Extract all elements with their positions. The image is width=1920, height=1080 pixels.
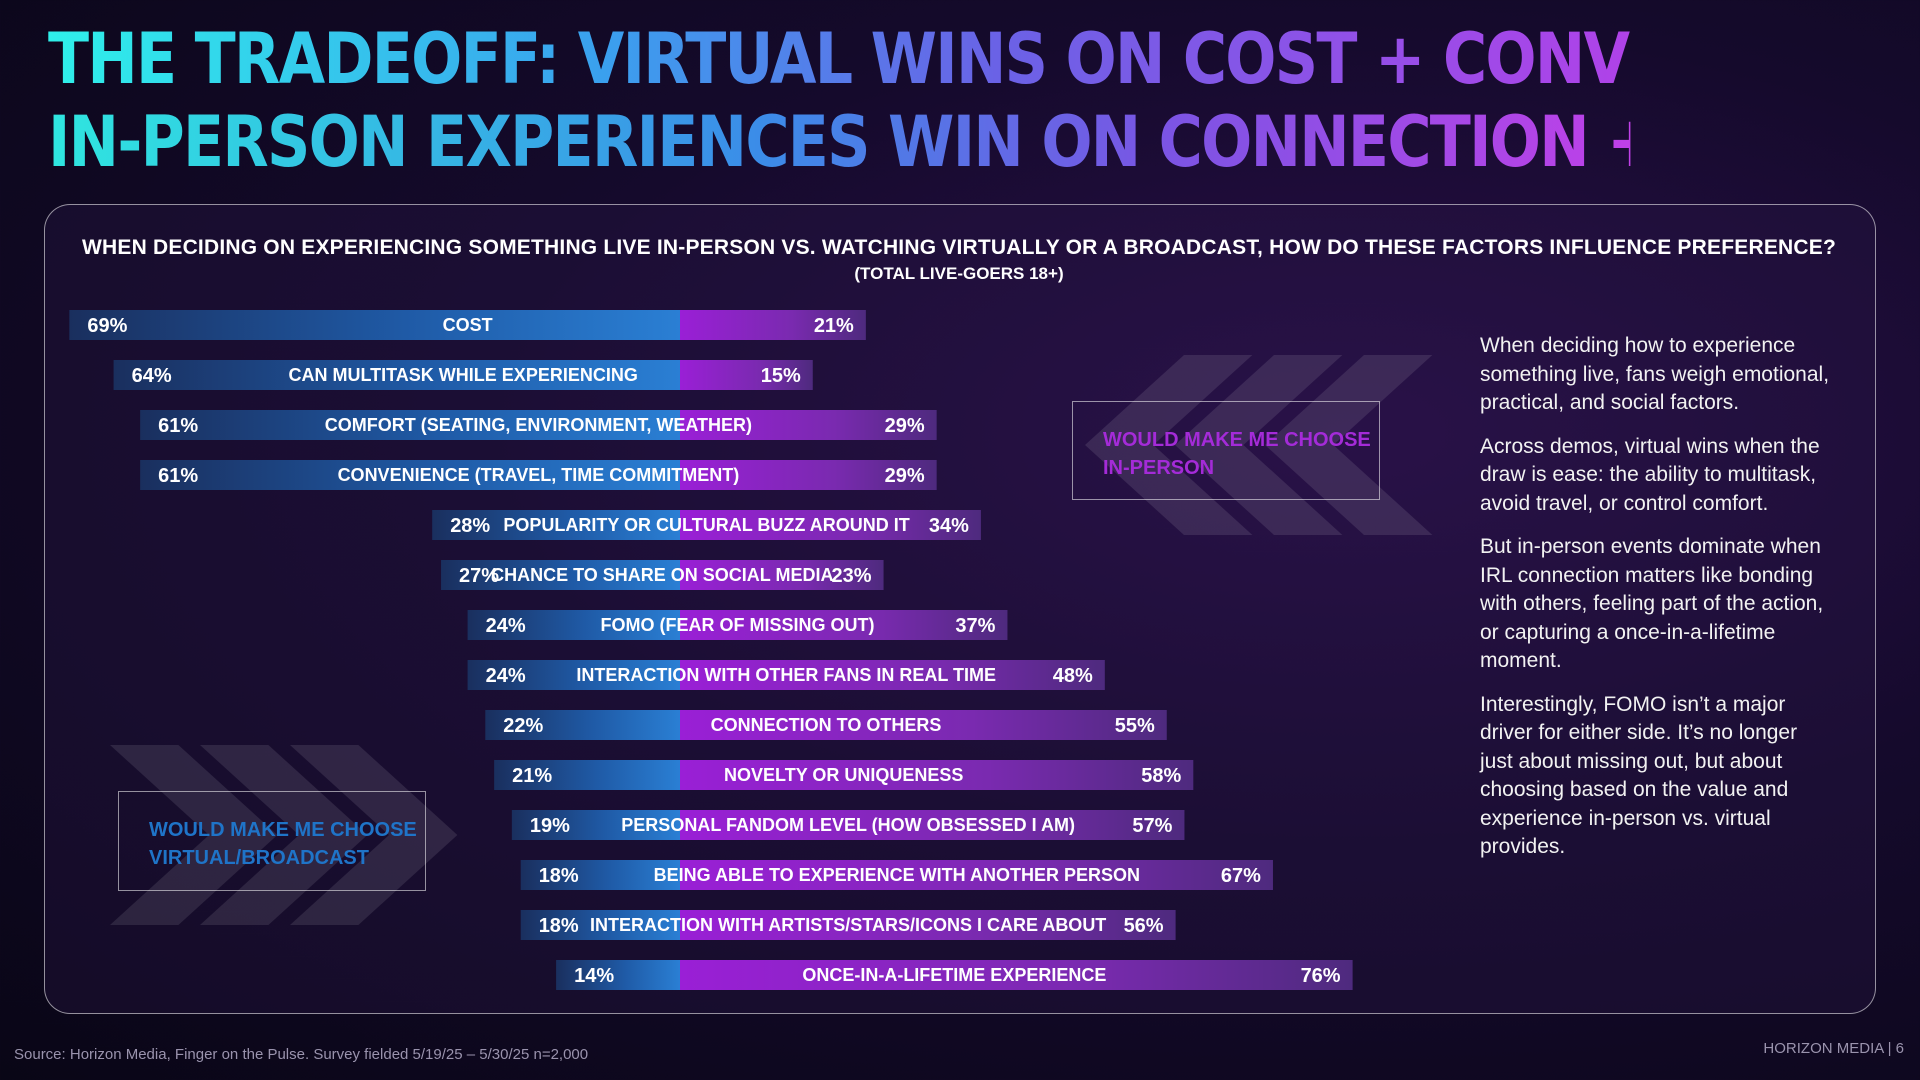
legend-virtual: WOULD MAKE ME CHOOSE VIRTUAL/BROADCAST <box>118 791 426 891</box>
chart-bars: 69% 21% COST 64% 15% CAN MULTITASK WHILE EXPE… <box>69 310 1353 990</box>
label-in-person-3: 29% <box>885 465 925 487</box>
survey-question: WHEN DECIDING ON EXPERIENCING SOMETHING … <box>82 236 1836 259</box>
bar-in-person-1 <box>680 360 813 390</box>
bar-in-person-12 <box>680 910 1176 940</box>
label-virtual-4: 28% <box>450 515 490 537</box>
bar-virtual-2 <box>140 410 680 440</box>
category-label-7: INTERACTION WITH OTHER FANS IN REAL TIME <box>576 665 996 685</box>
label-in-person-11: 67% <box>1221 865 1261 887</box>
survey-base: (TOTAL LIVE-GOERS 18+) <box>854 264 1064 283</box>
category-label-1: CAN MULTITASK WHILE EXPERIENCING <box>289 365 638 385</box>
headline-line-1: THE TRADEOFF: VIRTUAL WINS ON COST + CON… <box>48 18 1920 100</box>
label-virtual-10: 19% <box>530 815 570 837</box>
bar-virtual-4 <box>432 510 680 540</box>
bar-in-person-6 <box>680 610 1008 640</box>
label-virtual-8: 22% <box>503 715 543 737</box>
insight-paragraph-3: But in-person events dominate when IRL c… <box>1480 535 1824 672</box>
bar-in-person-4 <box>680 510 981 540</box>
insight-paragraph-2: Across demos, virtual wins when the draw… <box>1480 434 1820 515</box>
category-label-0: COST <box>443 315 493 335</box>
label-in-person-12: 56% <box>1124 915 1164 937</box>
category-label-10: PERSONAL FANDOM LEVEL (HOW OBSESSED I AM… <box>621 815 1075 835</box>
bar-in-person-8 <box>680 710 1167 740</box>
label-in-person-1: 15% <box>761 365 801 387</box>
category-label-5: CHANCE TO SHARE ON SOCIAL MEDIA <box>491 565 833 585</box>
bar-virtual-12 <box>520 910 680 940</box>
label-virtual-2: 61% <box>158 415 198 437</box>
insight-paragraph-4: Interestingly, FOMO isn’t a major driver… <box>1480 692 1798 859</box>
bar-virtual-9 <box>494 760 680 790</box>
label-virtual-0: 69% <box>87 315 127 337</box>
label-virtual-5: 27% <box>459 565 499 587</box>
insight-paragraph-1: When deciding how to experience somethin… <box>1480 334 1830 414</box>
bar-in-person-11 <box>680 860 1273 890</box>
chevron-right-0 <box>110 745 278 925</box>
chevron-right-2 <box>290 745 458 925</box>
headline-line-2: IN-PERSON EXPERIENCES WIN ON CONNECTION … <box>48 101 1920 183</box>
label-in-person-4: 34% <box>929 515 969 537</box>
label-in-person-5: 23% <box>832 565 872 587</box>
label-in-person-2: 29% <box>885 415 925 437</box>
label-in-person-10: 57% <box>1132 815 1172 837</box>
bar-virtual-13 <box>556 960 680 990</box>
category-label-2: COMFORT (SEATING, ENVIRONMENT, WEATHER) <box>325 415 752 435</box>
headline: THE TRADEOFF: VIRTUAL WINS ON COST + CON… <box>48 18 1920 184</box>
bar-in-person-9 <box>680 760 1194 790</box>
label-virtual-7: 24% <box>486 665 526 687</box>
bar-virtual-6 <box>467 610 680 640</box>
label-virtual-11: 18% <box>539 865 579 887</box>
label-in-person-8: 55% <box>1115 715 1155 737</box>
category-label-3: CONVENIENCE (TRAVEL, TIME COMMITMENT) <box>338 465 740 485</box>
bar-in-person-0 <box>680 310 866 340</box>
label-in-person-0: 21% <box>814 315 854 337</box>
label-virtual-6: 24% <box>486 615 526 637</box>
bar-in-person-2 <box>680 410 937 440</box>
bar-virtual-7 <box>467 660 680 690</box>
insight-sidebar: When deciding how to experience somethin… <box>1480 332 1835 877</box>
label-virtual-13: 14% <box>574 965 614 987</box>
chevron-right-1 <box>200 745 368 925</box>
label-in-person-13: 76% <box>1301 965 1341 987</box>
bar-virtual-10 <box>511 810 680 840</box>
category-label-9: NOVELTY OR UNIQUENESS <box>724 765 963 785</box>
label-virtual-3: 61% <box>158 465 198 487</box>
category-label-11: BEING ABLE TO EXPERIENCE WITH ANOTHER PE… <box>654 865 1140 885</box>
bar-virtual-0 <box>69 310 681 340</box>
bar-virtual-8 <box>485 710 680 740</box>
bar-in-person-7 <box>680 660 1105 690</box>
category-label-6: FOMO (FEAR OF MISSING OUT) <box>601 615 875 635</box>
bar-in-person-10 <box>680 810 1185 840</box>
bar-virtual-3 <box>140 460 680 490</box>
page-number: HORIZON MEDIA | 6 <box>1763 1040 1904 1057</box>
category-label-13: ONCE-IN-A-LIFETIME EXPERIENCE <box>802 965 1106 985</box>
source-note: Source: Horizon Media, Finger on the Pul… <box>14 1046 589 1063</box>
label-in-person-9: 58% <box>1141 765 1181 787</box>
bar-in-person-3 <box>680 460 937 490</box>
bar-virtual-5 <box>441 560 680 590</box>
label-in-person-6: 37% <box>955 615 995 637</box>
label-virtual-9: 21% <box>512 765 552 787</box>
label-virtual-1: 64% <box>132 365 172 387</box>
label-virtual-12: 18% <box>539 915 579 937</box>
category-label-12: INTERACTION WITH ARTISTS/STARS/ICONS I C… <box>590 915 1106 935</box>
bar-virtual-1 <box>113 360 681 390</box>
bar-in-person-5 <box>680 560 884 590</box>
legend-in-person: WOULD MAKE ME CHOOSE IN-PERSON <box>1072 401 1380 500</box>
bar-virtual-11 <box>520 860 680 890</box>
label-in-person-7: 48% <box>1053 665 1093 687</box>
category-label-4: POPULARITY OR CULTURAL BUZZ AROUND IT <box>503 515 909 535</box>
category-label-8: CONNECTION TO OTHERS <box>711 715 942 735</box>
bar-in-person-13 <box>680 960 1353 990</box>
